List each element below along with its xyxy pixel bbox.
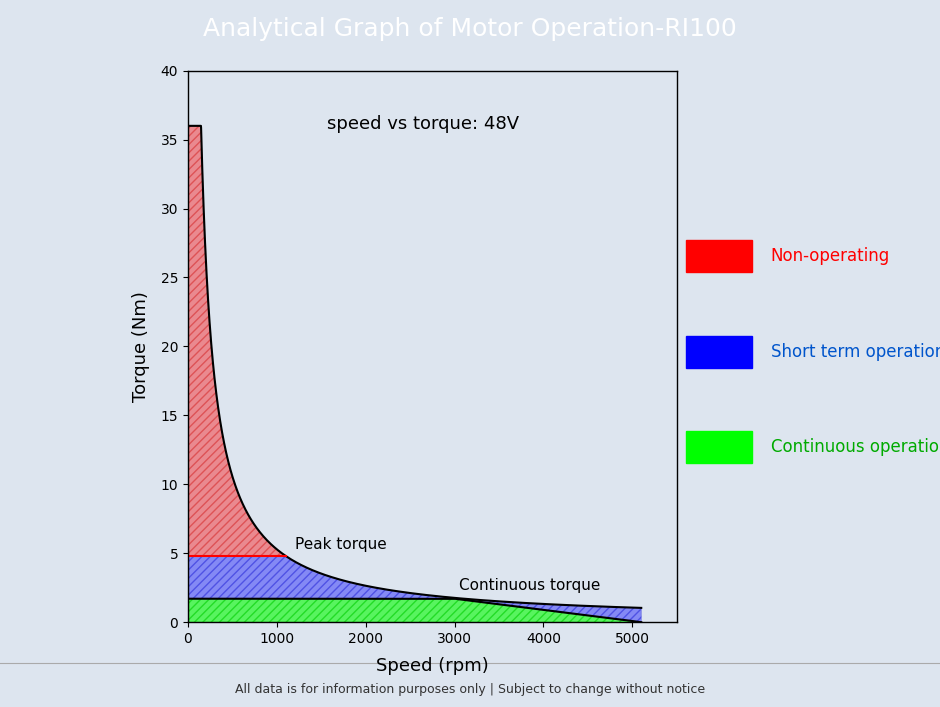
- Text: Peak torque: Peak torque: [294, 537, 386, 552]
- Text: Analytical Graph of Motor Operation-RI100: Analytical Graph of Motor Operation-RI10…: [203, 17, 737, 41]
- FancyBboxPatch shape: [686, 431, 752, 463]
- FancyBboxPatch shape: [686, 336, 752, 368]
- X-axis label: Speed (rpm): Speed (rpm): [376, 657, 489, 675]
- Text: speed vs torque: 48V: speed vs torque: 48V: [326, 115, 519, 133]
- Y-axis label: Torque (Nm): Torque (Nm): [132, 291, 149, 402]
- Text: Continuous operation: Continuous operation: [771, 438, 940, 456]
- FancyBboxPatch shape: [686, 240, 752, 272]
- Text: Non-operating: Non-operating: [771, 247, 890, 265]
- Text: All data is for information purposes only | Subject to change without notice: All data is for information purposes onl…: [235, 683, 705, 696]
- Text: Continuous torque: Continuous torque: [459, 578, 601, 593]
- Text: Short term operation: Short term operation: [771, 343, 940, 361]
